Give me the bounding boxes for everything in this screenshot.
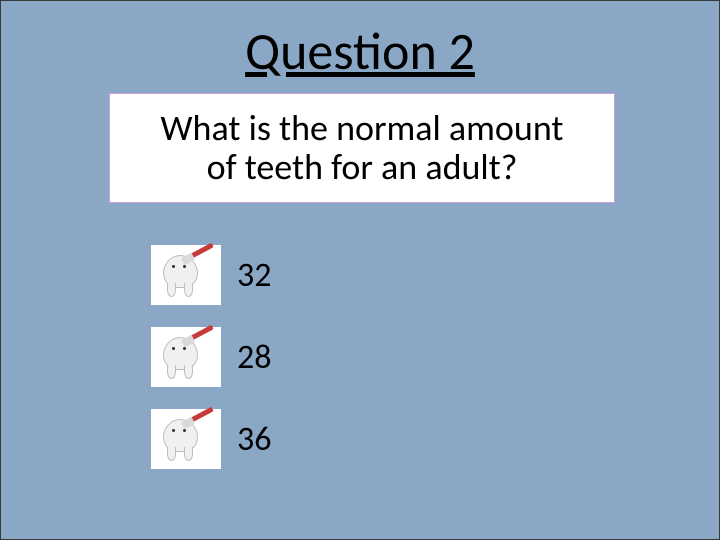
question-line-1: What is the normal amount bbox=[161, 106, 564, 150]
answer-list: 32 28 36 bbox=[151, 245, 271, 491]
answer-option[interactable]: 36 bbox=[151, 409, 271, 469]
answer-label: 28 bbox=[237, 337, 271, 378]
question-text: What is the normal amount of teeth for a… bbox=[110, 109, 614, 187]
answer-label: 32 bbox=[237, 255, 271, 296]
answer-option[interactable]: 28 bbox=[151, 327, 271, 387]
question-box: What is the normal amount of teeth for a… bbox=[109, 93, 615, 203]
tooth-icon bbox=[151, 245, 221, 305]
answer-option[interactable]: 32 bbox=[151, 245, 271, 305]
tooth-icon bbox=[151, 409, 221, 469]
slide-title: Question 2 bbox=[1, 19, 719, 83]
answer-label: 36 bbox=[237, 419, 271, 460]
tooth-icon bbox=[151, 327, 221, 387]
question-line-2: of teeth for an adult? bbox=[207, 145, 518, 189]
slide: Question 2 What is the normal amount of … bbox=[0, 0, 720, 540]
